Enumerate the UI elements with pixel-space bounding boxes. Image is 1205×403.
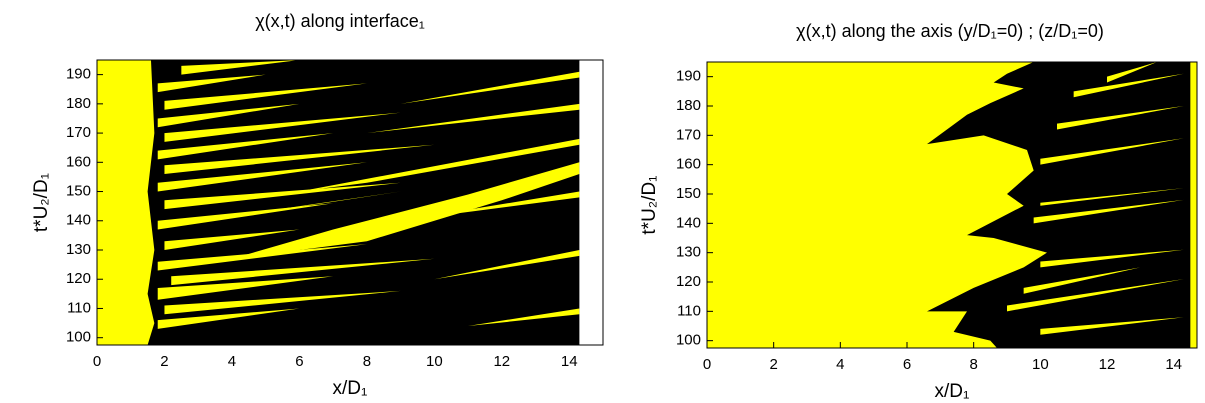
y-axis-label: t*U₂/D₁ (31, 173, 52, 232)
region (164, 144, 435, 174)
x-tick-label: 0 (93, 353, 101, 370)
region (400, 71, 580, 104)
x-tick-label: 10 (426, 353, 443, 370)
region (927, 62, 1191, 348)
region (1073, 73, 1184, 98)
x-tick-label: 8 (363, 353, 371, 370)
y-tick-label: 180 (676, 97, 701, 114)
region (1023, 267, 1141, 294)
region (1007, 279, 1184, 312)
region (157, 133, 334, 160)
region (434, 250, 580, 280)
region (366, 103, 580, 134)
region (1107, 62, 1157, 83)
x-tick-label: 4 (836, 356, 844, 373)
plot-frame (96, 59, 604, 346)
region (579, 60, 603, 345)
region (1033, 199, 1184, 224)
region (231, 162, 580, 259)
region (198, 191, 401, 221)
x-tick-label: 12 (1099, 356, 1116, 373)
y-tick-label: 140 (66, 212, 91, 229)
plot: 0 2 4 6 8 10 12 14 100 110 120 130 140 150 160 170 180 19… (639, 21, 1198, 402)
region (157, 162, 367, 192)
y-tick-label: 120 (66, 270, 91, 287)
region (299, 138, 580, 192)
x-tick-label: 4 (228, 353, 236, 370)
region (1040, 249, 1184, 268)
x-tick-label: 14 (1165, 356, 1182, 373)
region (157, 244, 367, 271)
x-tick-label: 6 (295, 353, 303, 370)
y-tick-label: 190 (676, 68, 701, 85)
x-tick-label: 6 (903, 356, 911, 373)
region (468, 308, 580, 326)
region (171, 258, 435, 286)
region (157, 103, 300, 128)
x-tick-label: 12 (493, 353, 510, 370)
x-axis-label: x/D₁ (935, 381, 970, 402)
y-tick-label: 170 (676, 126, 701, 143)
plot-area (97, 60, 603, 345)
region (1040, 317, 1184, 335)
x-tick-label: 8 (969, 356, 977, 373)
region (181, 60, 300, 75)
plot: 0 2 4 6 8 10 12 14 100 110 120 130 140 150 160 170 180 19… (31, 11, 604, 399)
x-tick-label: 0 (703, 356, 711, 373)
x-tick-label: 14 (561, 353, 578, 370)
x-axis-label: x/D₁ (333, 378, 368, 399)
y-tick-label: 110 (677, 302, 701, 319)
y-axis-label: t*U₂/D₁ (639, 175, 660, 234)
region (164, 290, 401, 315)
region (97, 60, 155, 345)
region (157, 74, 266, 93)
region (1040, 138, 1184, 165)
chart-title: χ(x,t) along interface₁ (255, 11, 425, 31)
region (157, 276, 334, 300)
y-tick-label: 130 (676, 244, 701, 261)
y-tick-label: 120 (676, 273, 701, 290)
region (157, 203, 334, 230)
region (157, 308, 300, 329)
y-tick-label: 190 (66, 66, 91, 83)
y-tick-label: 180 (66, 95, 91, 112)
y-tick-label: 110 (67, 299, 91, 316)
plot-frame (706, 61, 1198, 349)
region (400, 191, 580, 221)
region (1040, 188, 1184, 206)
plot-area (707, 62, 1197, 348)
y-tick-label: 150 (66, 183, 91, 200)
y-tick-label: 130 (66, 241, 91, 258)
region (164, 83, 367, 110)
y-tick-label: 160 (66, 153, 91, 170)
chart-title: χ(x,t) along the axis (y/D₁=0) ; (z/D₁=0… (796, 21, 1104, 41)
y-tick-label: 160 (676, 156, 701, 173)
y-tick-label: 100 (676, 332, 701, 349)
region (1057, 106, 1184, 130)
y-tick-label: 150 (676, 185, 701, 202)
y-tick-label: 170 (66, 124, 91, 141)
x-tick-label: 2 (769, 356, 777, 373)
region (164, 229, 300, 250)
x-tick-label: 10 (1032, 356, 1049, 373)
y-tick-label: 100 (66, 329, 91, 346)
x-tick-label: 2 (160, 353, 168, 370)
y-tick-label: 140 (676, 214, 701, 231)
region (164, 182, 401, 210)
region (164, 112, 401, 142)
